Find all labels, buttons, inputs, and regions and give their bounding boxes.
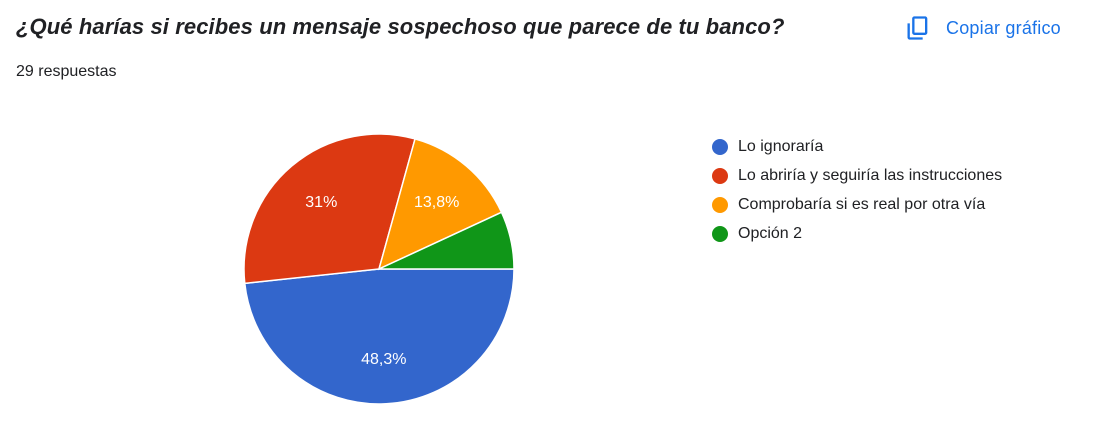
pie-slice-label-3: 13,8% xyxy=(414,194,459,211)
legend-item-3[interactable]: Comprobaría si es real por otra vía xyxy=(712,190,1002,219)
legend-item-4[interactable]: Opción 2 xyxy=(712,219,1002,248)
legend-swatch-3 xyxy=(712,196,728,213)
pie-slice-4[interactable] xyxy=(378,211,515,270)
legend-label-1: Lo ignoraría xyxy=(738,137,824,155)
pie-slice-3[interactable] xyxy=(377,137,503,271)
legend-label-2: Lo abriría y seguiría las instrucciones xyxy=(738,166,1003,184)
pie-slices xyxy=(243,133,515,405)
legend-swatch-1 xyxy=(712,138,728,155)
legend-label-4: Opción 2 xyxy=(738,224,803,242)
pie-slice-1[interactable] xyxy=(243,268,515,405)
copy-chart-label: Copiar gráfico xyxy=(946,17,1061,38)
copy-chart-button[interactable]: Copiar gráfico xyxy=(896,8,1069,48)
pie-slice-label-1: 48,3% xyxy=(361,351,406,368)
legend-label-3: Comprobaría si es real por otra vía xyxy=(738,195,986,213)
pie-slice-2[interactable] xyxy=(243,133,416,285)
legend-item-2[interactable]: Lo abriría y seguiría las instrucciones xyxy=(712,161,1002,190)
legend-swatch-2 xyxy=(712,167,728,184)
chart-title: ¿Qué harías si recibes un mensaje sospec… xyxy=(16,14,785,39)
pie-slice-label-2: 31% xyxy=(305,194,337,211)
copy-icon xyxy=(907,16,928,40)
legend-swatch-4 xyxy=(712,225,728,242)
response-count: 29 respuestas xyxy=(16,63,117,80)
chart-legend: Lo ignoraría Lo abriría y seguiría las in… xyxy=(712,132,1002,248)
legend-item-1[interactable]: Lo ignoraría xyxy=(712,132,1002,161)
pie-slice-labels: 48,3% 31% 13,8% xyxy=(305,194,459,368)
